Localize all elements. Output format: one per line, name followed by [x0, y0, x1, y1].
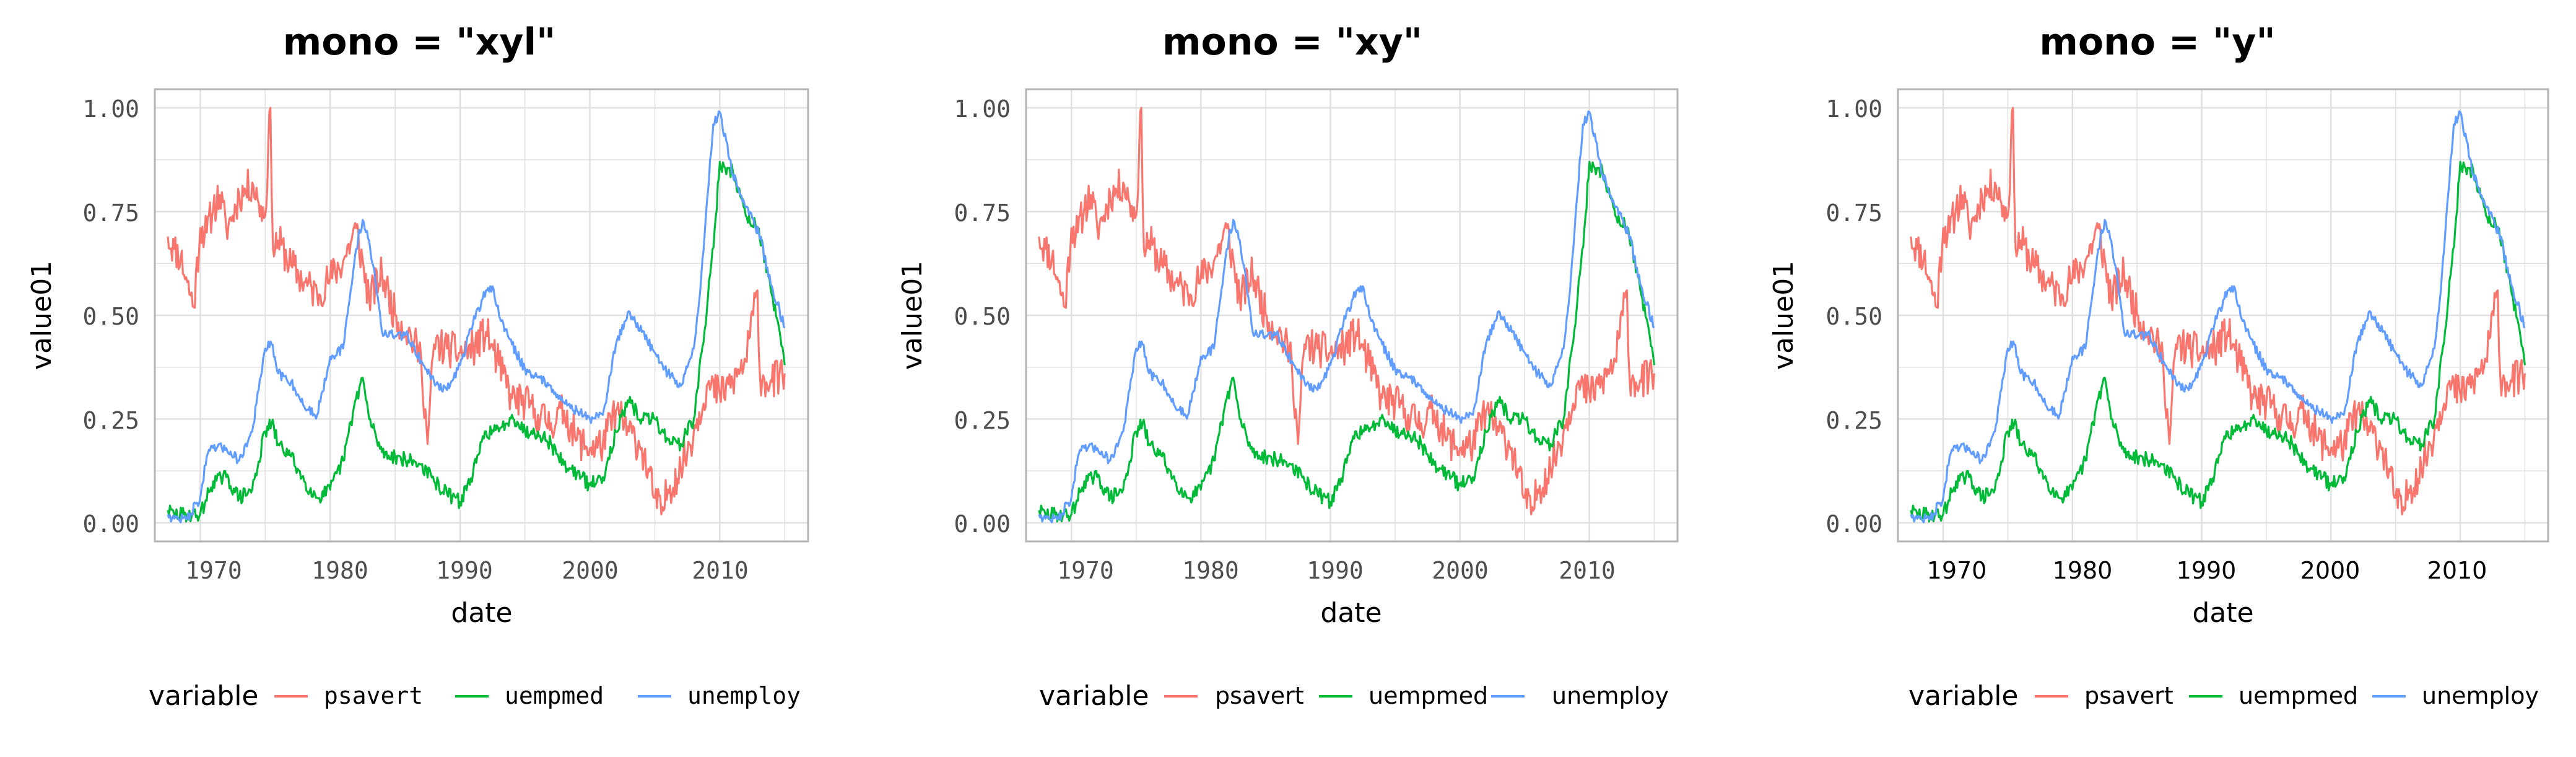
panel-2-x-ticks: 1970 1980 1990 2000 2010 [1057, 557, 1616, 584]
x-tick-label: 2010 [1559, 557, 1616, 584]
y-tick-label: 1.00 [954, 95, 1011, 123]
series-line-uempmed [1910, 160, 2526, 523]
series-line-uempmed [1038, 160, 1655, 523]
legend-label-psavert: psavert [1215, 682, 1304, 709]
series-line-uempmed [167, 160, 786, 523]
y-tick-label: 0.75 [82, 199, 139, 227]
x-tick-label: 2010 [2427, 557, 2487, 584]
panel-3-title: mono = "y" [2039, 20, 2275, 64]
y-tick-label: 0.00 [1825, 510, 1882, 538]
legend-label-unemploy: unemploy [1552, 682, 1669, 709]
series-line-psavert [167, 107, 786, 516]
x-tick-label: 2000 [1432, 557, 1489, 584]
y-tick-label: 1.00 [1825, 95, 1882, 123]
legend-title: variable [149, 680, 259, 712]
panel-1-x-axis-title: date [451, 597, 512, 629]
panel-2-y-axis-title: value01 [897, 261, 928, 370]
legend-label-unemploy: unemploy [687, 682, 801, 709]
legend-label-uempmed: uempmed [2239, 682, 2358, 709]
panel-2-grid [1026, 89, 1677, 541]
x-tick-label: 1980 [1182, 557, 1239, 584]
series-line-unemploy [1910, 110, 2526, 523]
panel-3-lines [1910, 107, 2526, 523]
panel-3-x-axis-title: date [2192, 597, 2253, 629]
legend-label-unemploy: unemploy [2422, 682, 2539, 709]
y-tick-label: 0.50 [954, 303, 1011, 330]
x-tick-label: 1970 [1927, 557, 1987, 584]
panel-3-legend: variable psavert uempmed unemploy [1908, 680, 2539, 712]
panel-1-grid [155, 89, 808, 541]
x-tick-label: 1990 [1307, 557, 1364, 584]
panel-1-y-ticks: 0.00 0.25 0.50 0.75 1.00 [82, 95, 139, 538]
x-tick-label: 2000 [2300, 557, 2361, 584]
panel-2-title: mono = "xy" [1162, 20, 1422, 64]
legend-title: variable [1039, 680, 1149, 712]
x-tick-label: 2000 [562, 557, 619, 584]
legend-label-psavert: psavert [324, 682, 423, 709]
panel-3-y-axis-title: value01 [1768, 261, 1799, 370]
y-tick-label: 1.00 [82, 95, 139, 123]
series-line-unemploy [167, 110, 786, 523]
panel-1-plot-border [154, 88, 809, 543]
panel-1-x-ticks: 1970 1980 1990 2000 2010 [185, 557, 749, 584]
x-tick-label: 2010 [692, 557, 749, 584]
y-tick-label: 0.00 [82, 510, 139, 538]
panel-2-legend: variable psavert uempmed unemploy [1039, 680, 1669, 712]
series-line-psavert [1038, 107, 1655, 516]
panel-2-lines [1038, 107, 1655, 523]
x-tick-label: 1980 [2053, 557, 2113, 584]
series-line-unemploy [1038, 110, 1655, 523]
panel-3-plot-border [1897, 88, 2549, 543]
y-tick-label: 0.75 [954, 199, 1011, 227]
panel-3-x-ticks: 1970 1980 1990 2000 2010 [1927, 557, 2487, 584]
panel-2-y-ticks: 0.00 0.25 0.50 0.75 1.00 [954, 95, 1011, 538]
y-tick-label: 0.50 [82, 303, 139, 330]
x-tick-label: 1970 [185, 557, 242, 584]
x-tick-label: 1990 [436, 557, 493, 584]
panel-1-y-axis-title: value01 [26, 261, 58, 370]
panel-3: mono = "y" 0.00 0.25 0.50 0.75 1.00 1970… [1768, 20, 2549, 712]
y-tick-label: 0.25 [1825, 407, 1882, 434]
x-tick-label: 1990 [2177, 557, 2237, 584]
panel-1-title: mono = "xyl" [283, 20, 556, 64]
panel-3-y-ticks: 0.00 0.25 0.50 0.75 1.00 [1825, 95, 1882, 538]
y-tick-label: 0.50 [1825, 303, 1882, 330]
panel-2-x-axis-title: date [1320, 597, 1382, 629]
series-line-psavert [1910, 107, 2526, 516]
x-tick-label: 1970 [1057, 557, 1114, 584]
y-tick-label: 0.25 [82, 407, 139, 434]
panel-1-lines [167, 107, 786, 523]
legend-title: variable [1908, 680, 2019, 712]
legend-label-uempmed: uempmed [505, 682, 604, 709]
legend-label-psavert: psavert [2084, 682, 2174, 709]
panel-1-legend: variable psavert uempmed unemploy [149, 680, 801, 712]
legend-label-uempmed: uempmed [1368, 682, 1488, 709]
panel-2: mono = "xy" 0.00 0.25 0.50 0.75 1.00 197… [897, 20, 1679, 712]
panel-1: mono = "xyl" 0.00 0.25 0.50 0.75 1.00 19… [26, 20, 809, 712]
y-tick-label: 0.75 [1825, 199, 1882, 227]
y-tick-label: 0.00 [954, 510, 1011, 538]
x-tick-label: 1980 [311, 557, 368, 584]
y-tick-label: 0.25 [954, 407, 1011, 434]
panel-2-plot-border [1025, 88, 1679, 543]
